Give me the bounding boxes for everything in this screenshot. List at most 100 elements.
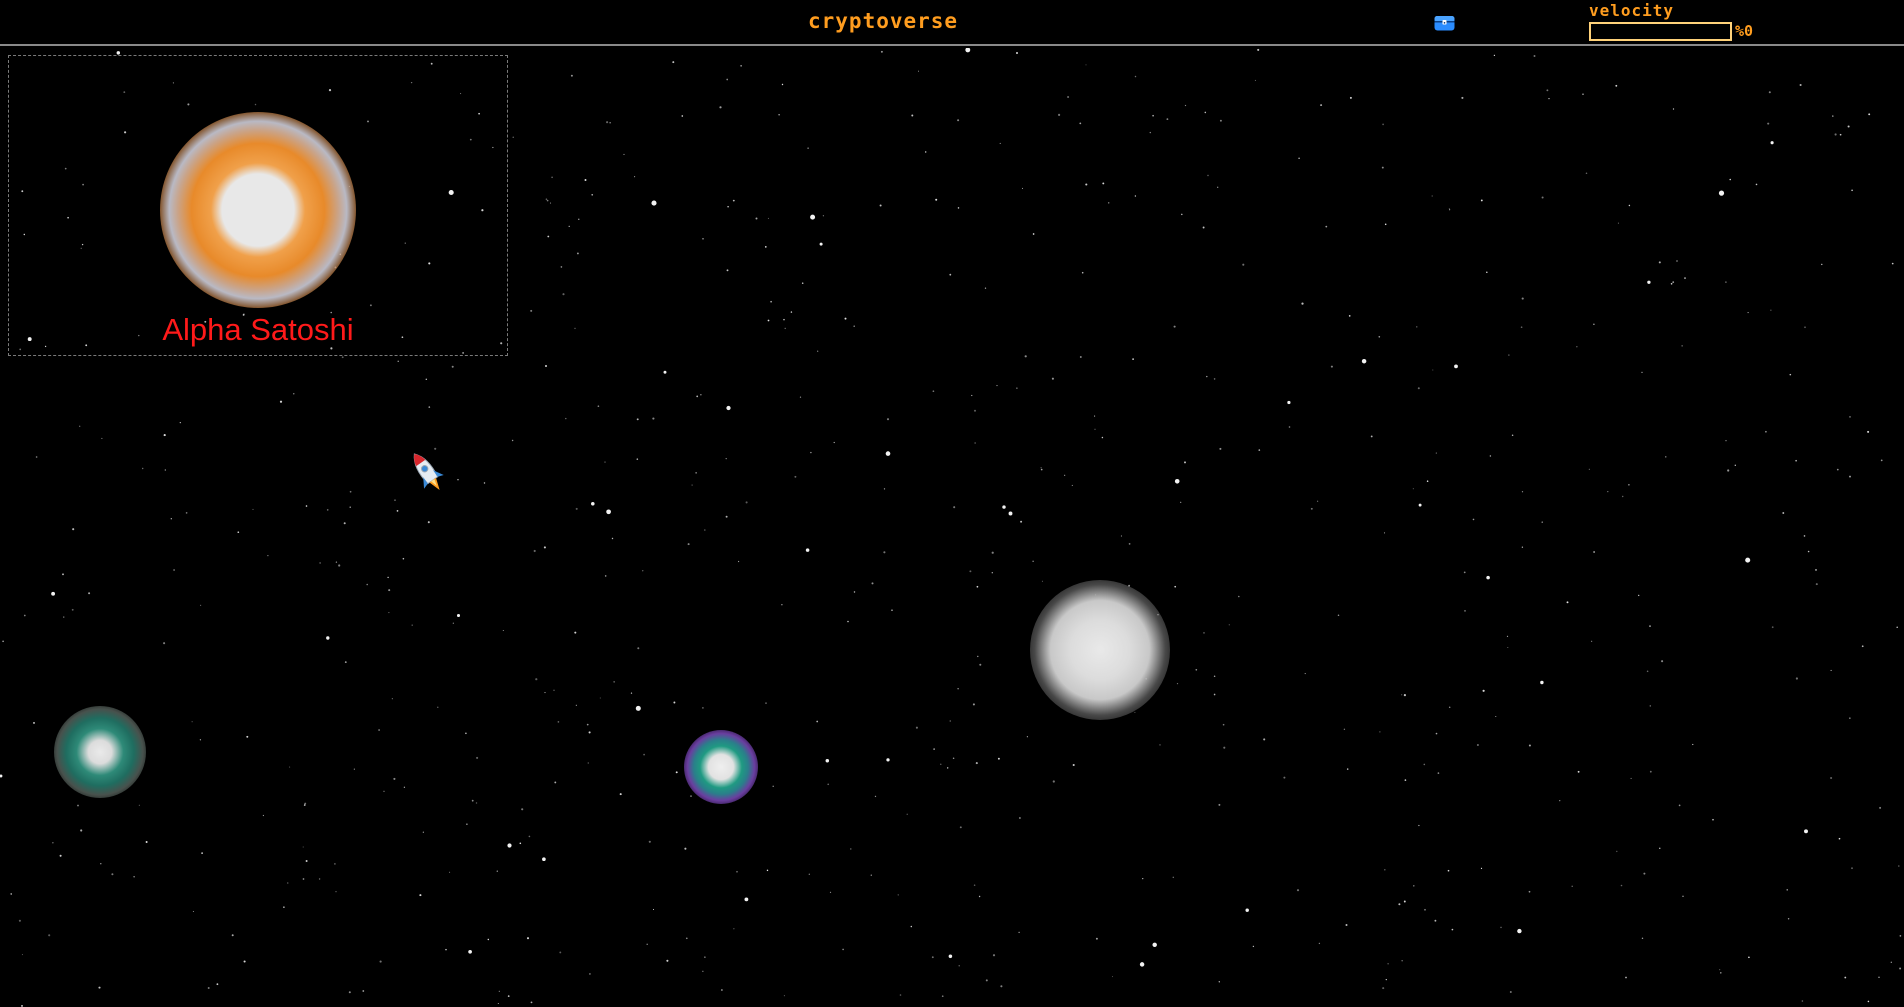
star	[801, 282, 804, 284]
star	[1486, 575, 1490, 580]
star	[303, 804, 306, 806]
star	[1879, 806, 1882, 809]
star	[328, 89, 332, 92]
star	[1511, 434, 1514, 436]
star	[575, 704, 577, 706]
star	[696, 395, 699, 398]
star	[1576, 346, 1578, 348]
star	[1815, 568, 1817, 571]
star	[684, 847, 687, 850]
star	[1506, 635, 1509, 638]
star	[547, 235, 550, 238]
star	[353, 768, 355, 770]
star	[1107, 202, 1110, 204]
star	[1180, 501, 1182, 503]
star	[736, 870, 738, 873]
planet-alpha-satoshi[interactable]	[160, 112, 356, 308]
star	[1454, 364, 1458, 369]
star	[766, 869, 769, 872]
star	[1320, 104, 1323, 107]
star	[1770, 309, 1772, 311]
star	[492, 146, 494, 149]
star	[1851, 867, 1853, 870]
star	[1541, 196, 1544, 199]
star	[2, 640, 4, 643]
star	[1546, 89, 1549, 92]
star	[783, 995, 785, 997]
star	[1139, 962, 1145, 967]
star	[1079, 356, 1082, 358]
star	[1032, 233, 1035, 235]
star	[279, 400, 283, 403]
velocity-label: velocity	[1589, 1, 1675, 20]
star	[1815, 583, 1818, 586]
star	[1593, 551, 1595, 553]
star	[1020, 520, 1023, 523]
star	[1566, 601, 1569, 604]
star	[465, 732, 467, 735]
star	[410, 81, 413, 84]
star	[940, 763, 942, 765]
star	[1528, 890, 1531, 893]
star	[507, 843, 512, 848]
star	[1085, 183, 1088, 186]
star	[1880, 459, 1883, 462]
star	[726, 405, 731, 411]
star	[1384, 868, 1386, 871]
star	[1213, 693, 1216, 696]
star	[1789, 373, 1792, 376]
star	[781, 604, 783, 606]
planet-white[interactable]	[1030, 580, 1170, 720]
star	[687, 543, 690, 546]
star	[51, 591, 56, 596]
star	[850, 848, 852, 850]
star	[475, 802, 478, 804]
star	[574, 327, 576, 330]
star	[599, 697, 601, 699]
star	[1678, 804, 1681, 807]
star	[293, 393, 295, 395]
planet-teal[interactable]	[54, 706, 146, 798]
star	[101, 437, 103, 439]
star	[764, 246, 767, 248]
star	[1000, 985, 1003, 988]
star	[1174, 478, 1180, 484]
selected-planet-name: Alpha Satoshi	[162, 312, 354, 347]
star	[1382, 123, 1384, 126]
star	[252, 508, 254, 510]
star	[1463, 571, 1466, 574]
star	[1593, 323, 1595, 326]
star	[428, 406, 431, 408]
star	[498, 990, 500, 992]
star	[216, 983, 219, 986]
star	[1417, 387, 1420, 390]
star	[719, 106, 722, 109]
star	[1398, 903, 1401, 906]
star	[1765, 430, 1767, 433]
star	[1021, 187, 1024, 189]
star	[744, 897, 749, 902]
star	[957, 119, 960, 122]
star	[810, 451, 812, 454]
star	[1094, 428, 1096, 430]
star	[604, 461, 606, 463]
star	[584, 179, 587, 181]
treasure-chest-icon[interactable]	[1434, 14, 1455, 31]
star	[1625, 976, 1627, 979]
star	[0, 774, 3, 778]
star	[794, 475, 797, 478]
star	[319, 562, 321, 564]
rocket-icon[interactable]	[406, 448, 448, 496]
star	[977, 655, 979, 658]
star	[334, 863, 336, 865]
star	[675, 771, 678, 774]
star	[445, 948, 447, 951]
star	[1018, 931, 1020, 934]
star	[1403, 694, 1406, 697]
star	[335, 561, 338, 563]
velocity-value: %0	[1735, 22, 1754, 40]
planet-violet[interactable]	[684, 730, 758, 804]
selected-planet-frame[interactable]	[8, 55, 508, 356]
star	[318, 878, 321, 880]
